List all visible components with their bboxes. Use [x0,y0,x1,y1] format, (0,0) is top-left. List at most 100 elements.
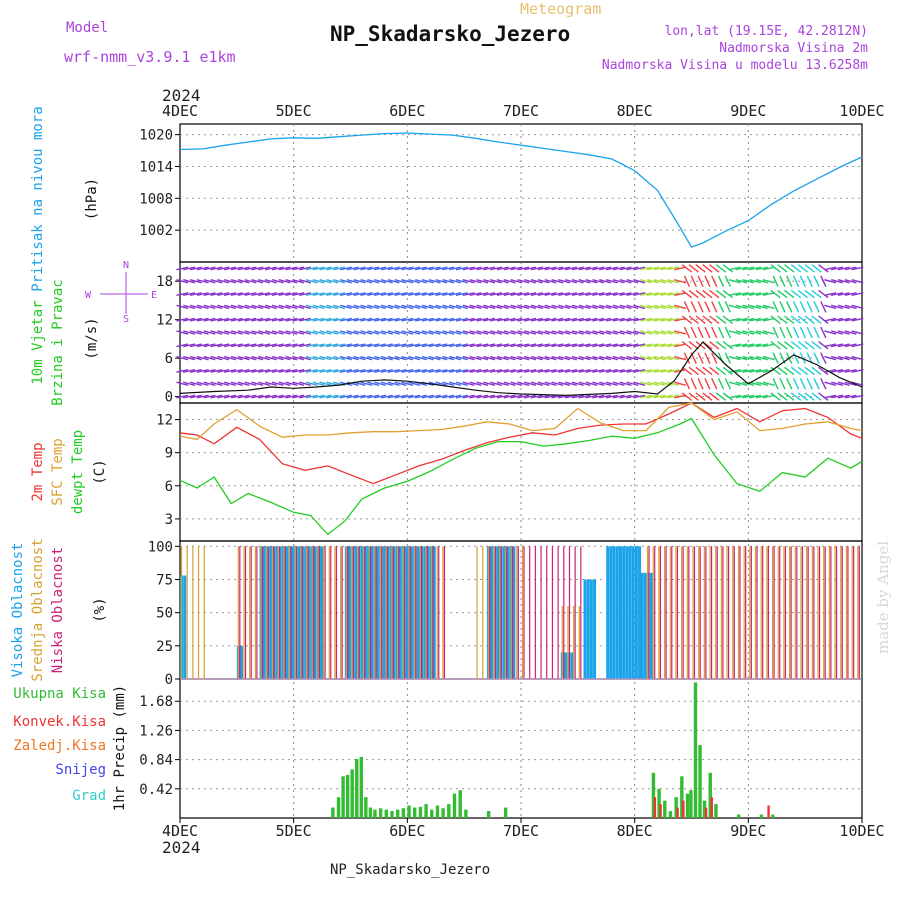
wind-arrow [367,266,380,271]
wind-arrow [462,343,475,348]
wind-arrow [449,330,462,335]
wind-arrow [503,330,516,335]
wind-arrow [653,343,666,348]
wind-arrow [749,343,762,348]
wind-arrow [510,343,523,348]
wind-arrow [592,343,605,348]
cloud-bars [180,546,860,679]
wind-arrow [183,369,196,373]
wind-arrow [683,352,691,364]
wind-arrow [571,279,584,284]
wind-arrow [428,317,441,322]
wind-arrow [380,317,393,322]
wind-arrow [210,381,223,386]
wind-arrow [449,394,462,399]
wind-arrow [844,304,857,310]
wind-arrow [408,330,421,335]
wind-arrow [530,381,543,386]
wind-arrow [196,292,209,296]
wind-arrow [271,304,284,310]
wind-arrow [674,330,687,335]
wind-arrow [251,317,264,322]
cloud-bar-high [304,546,308,679]
precip-bar-total [390,811,394,818]
wind-arrow [571,381,584,386]
wind-arrow [394,369,407,373]
wind-arrow [469,330,482,335]
wind-arrow [571,266,584,271]
temp-2m-label: 2m Temp [30,442,46,501]
wind-arrow [183,292,196,296]
wind-arrow [612,381,625,386]
wind-arrow [786,275,793,287]
wind-arrow [435,355,448,361]
wind-arrow [203,355,216,361]
wind-arrow [237,355,250,361]
wind-arrow [772,275,779,287]
wind-arrow [271,317,284,322]
wind-arrow [711,352,718,364]
compass-n-label: N [123,260,129,271]
precip-bar-total [355,758,359,818]
wind-arrow [697,275,704,287]
wind-arrow [380,343,393,348]
wind-arrow [524,394,537,399]
wind-arrow [224,355,236,361]
precip-legend-label-1: Konvek.Kisa [13,714,106,730]
wind-arrow [476,317,489,322]
wind-arrow [605,304,618,310]
wind-arrow [681,264,693,273]
temp-dewpt-label: dewpt Temp [70,430,86,514]
wind-arrow [564,369,578,373]
wind-arrow [702,264,713,273]
wind-arrow [660,292,673,296]
wind-arrow [777,341,788,350]
cloud-bar-high [649,572,653,679]
wind-arrow [367,355,380,361]
wind-arrow [837,330,850,335]
wind-arrow [517,330,530,335]
wind-arrow [271,279,284,284]
wind-arrow [483,369,496,373]
wind-arrow [312,266,325,271]
cloud-bar-high [285,546,289,679]
wind-arrow [176,279,189,284]
wind-arrow [517,369,530,373]
wind-arrow [585,330,598,335]
wind-arrow [353,292,366,296]
wind-arrow [578,292,591,296]
wind-arrow [230,394,243,399]
wind-arrow [217,369,230,373]
compass-w-label: W [85,290,92,301]
wind-arrow [299,266,312,271]
wind-arrow [820,326,827,339]
wind-arrow [578,343,591,348]
wind-arrow [667,355,680,361]
wind-arrow [524,266,537,271]
wind-arrow [435,266,448,271]
wind-arrow [374,343,387,348]
x-tick-label-top: 10DEC [839,102,884,120]
wind-arrow [360,369,373,373]
wind-arrow [762,330,775,335]
precip-bar-conv [653,797,657,818]
wind-arrow [476,292,489,296]
wind-arrow [818,366,829,376]
wind-arrow [688,366,699,376]
wind-arrow [728,292,741,296]
wind-arrow [189,304,202,310]
cloud-bar-high [413,546,417,679]
wind-arrow [319,266,332,271]
wind-arrow [724,301,732,313]
wind-arrow [278,394,291,399]
wind-arrow [346,292,359,296]
wind-arrow [223,292,237,296]
wind-arrow [421,394,434,399]
wind-arrow [271,266,284,271]
wind-arrow [510,266,523,271]
wind-arrow [326,394,339,399]
wind-arrow [292,304,305,310]
wind-arrow [217,330,230,335]
wind-arrow [428,355,441,361]
